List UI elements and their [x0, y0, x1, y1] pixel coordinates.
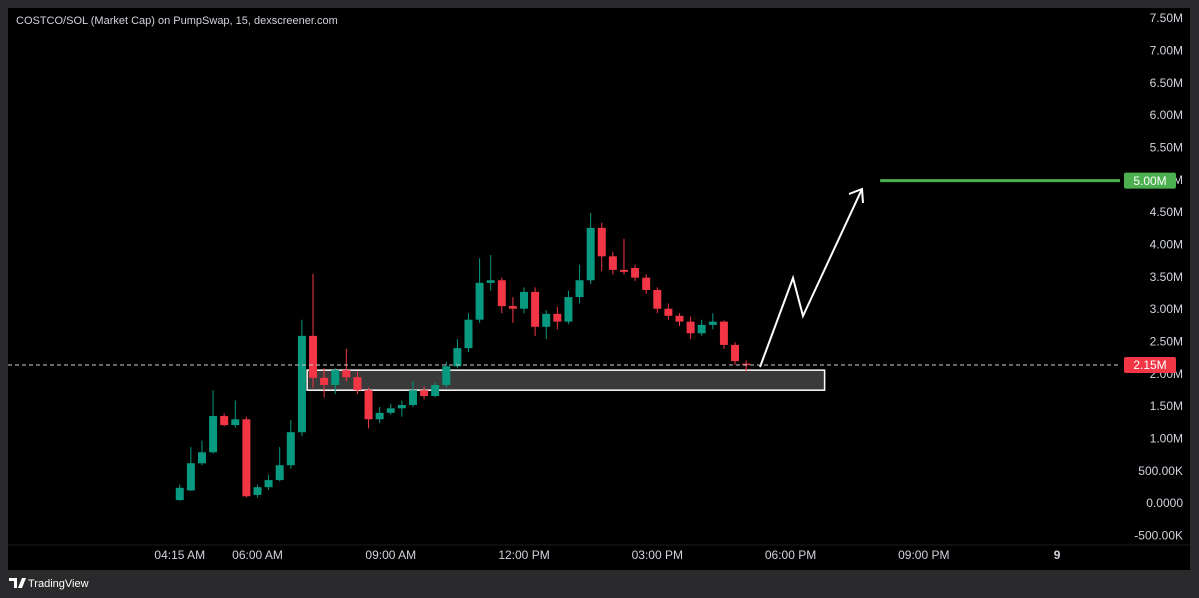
target-label: 5.00M — [1133, 174, 1166, 188]
candle-body — [508, 306, 517, 309]
candle-body — [320, 377, 329, 386]
support-zone — [306, 369, 826, 391]
candle-body — [364, 390, 373, 420]
candle-body — [453, 348, 462, 367]
candle-body — [242, 419, 251, 497]
candle-body — [531, 291, 540, 327]
arrow-path — [759, 188, 863, 368]
candle-body — [342, 370, 351, 378]
candle-body — [286, 432, 295, 466]
candle-body — [642, 277, 651, 290]
candle-body — [686, 321, 695, 334]
candle-body — [564, 297, 573, 322]
x-tick-label: 09:00 AM — [365, 548, 416, 562]
candle-body — [619, 269, 628, 272]
x-tick-label: 04:15 AM — [154, 548, 205, 562]
candle-body — [486, 280, 495, 283]
candle-body — [264, 480, 273, 488]
last-price-label: 2.15M — [1133, 358, 1166, 372]
candle-body — [209, 416, 218, 453]
target-box — [1124, 172, 1176, 189]
candle-body — [675, 315, 684, 322]
arrow-head — [848, 187, 864, 204]
candle-body — [220, 416, 229, 426]
candle-body — [375, 412, 384, 420]
candle-body — [442, 366, 451, 386]
x-tick-label: 12:00 PM — [498, 548, 549, 562]
candle-body — [175, 487, 184, 501]
candle-body — [553, 313, 562, 322]
candle-body — [631, 267, 640, 278]
candle-body — [664, 308, 673, 316]
candle-body — [475, 282, 484, 320]
candle-body — [353, 377, 362, 391]
x-tick-label: 06:00 PM — [765, 548, 816, 562]
y-tick-label: 1.50M — [1150, 399, 1183, 413]
candle-body — [186, 463, 195, 491]
candle-body — [408, 390, 417, 406]
candle-body — [497, 280, 506, 307]
x-tick-label: 06:00 AM — [232, 548, 283, 562]
candle-body — [420, 390, 429, 397]
projection-arrow — [759, 187, 864, 368]
candle-body — [742, 363, 751, 366]
candle-body — [575, 280, 584, 298]
y-tick-label: 4.00M — [1150, 238, 1183, 252]
y-tick-label: 6.00M — [1150, 108, 1183, 122]
y-tick-label: 6.50M — [1150, 76, 1183, 90]
candle-body — [386, 408, 395, 413]
logo-icon — [9, 578, 26, 588]
y-tick-label: 1.00M — [1150, 432, 1183, 446]
y-tick-label: 5.50M — [1150, 141, 1183, 155]
y-tick-label: 7.00M — [1150, 43, 1183, 57]
candle-body — [731, 344, 740, 362]
candle-body — [197, 452, 206, 464]
candle-body — [253, 487, 262, 495]
candle-body — [309, 335, 318, 378]
x-tick-label: 03:00 PM — [632, 548, 683, 562]
x-tick-label: 9 — [1054, 548, 1061, 562]
y-tick-label: 3.00M — [1150, 302, 1183, 316]
candle-body — [520, 291, 529, 309]
chart-title: COSTCO/SOL (Market Cap) on PumpSwap, 15,… — [16, 15, 338, 27]
chart-background — [8, 8, 1190, 570]
candle-body — [608, 256, 617, 270]
candle-body — [597, 227, 606, 257]
candle-body — [708, 321, 717, 325]
last-price-box — [1124, 356, 1176, 373]
candle-body — [431, 385, 440, 397]
candle-body — [331, 370, 340, 386]
candle-body — [586, 227, 595, 281]
y-tick-label: -500.00K — [1134, 529, 1183, 543]
candle-body — [297, 335, 306, 433]
candle-body — [275, 465, 284, 481]
tradingview-logo: TradingView — [9, 578, 89, 590]
y-tick-label: 2.50M — [1150, 335, 1183, 349]
candle-body — [231, 419, 240, 426]
candle-body — [397, 405, 406, 409]
y-tick-label: 500.00K — [1138, 464, 1183, 478]
y-tick-label: 7.50M — [1150, 11, 1183, 25]
y-tick-label: 4.50M — [1150, 205, 1183, 219]
candle-body — [464, 319, 473, 349]
candle-body — [653, 289, 662, 309]
y-tick-label: 3.50M — [1150, 270, 1183, 284]
x-tick-label: 09:00 PM — [898, 548, 949, 562]
brand: TradingView — [28, 578, 89, 590]
y-tick-label: 0.0000 — [1146, 496, 1183, 510]
candle-body — [542, 313, 551, 327]
candle-body — [719, 321, 728, 345]
candle-body — [697, 324, 706, 334]
